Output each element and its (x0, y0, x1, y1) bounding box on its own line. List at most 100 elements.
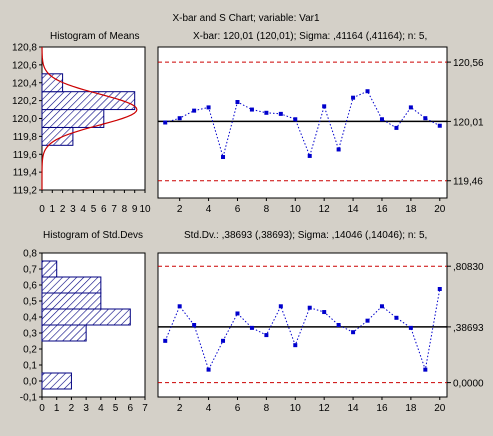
hist-means-x-tick-label: 0 (39, 204, 45, 215)
xbar-chart-point (163, 120, 168, 125)
xbar-chart-point (264, 110, 269, 115)
hist-means-y-tick-label: 120,2 (12, 96, 37, 107)
xbar-chart-lcl-label: 119,46 (453, 177, 483, 188)
s-chart-plot-area (157, 252, 448, 398)
hist-stddevs-bar (41, 324, 87, 342)
s-chart-title: Std.Dv.: ,38693 (,38693); Sigma: ,14046 … (184, 230, 427, 241)
hist-stddevs-bar (41, 372, 72, 390)
xbar-chart-point (365, 89, 370, 94)
hist-stddevs-x-tick-label: 1 (54, 403, 60, 414)
xbar-chart-series-line (165, 90, 441, 159)
s-chart-point (322, 310, 327, 315)
s-chart-x-tick-label: 12 (319, 403, 331, 414)
hist-stddevs-x-tick-label: 0 (39, 403, 45, 414)
xbar-chart-point (221, 155, 226, 160)
xbar-chart-point (278, 111, 283, 116)
s-chart-x-tick-label: 20 (434, 403, 446, 414)
xbar-chart-point (235, 100, 240, 105)
xbar-chart-point (249, 107, 254, 112)
s-chart-point (206, 367, 211, 372)
xbar-chart-x-tick-label: 4 (206, 204, 212, 215)
hist-means-bar (41, 126, 74, 146)
s-chart-x-tick-label: 14 (348, 403, 360, 414)
s-chart-point (408, 325, 413, 330)
s-chart-point (437, 287, 442, 291)
s-chart-point (177, 304, 182, 309)
hist-means-y-tick-label: 119,8 (13, 132, 38, 143)
hist-means-bar (41, 109, 105, 128)
s-chart-point (163, 338, 168, 343)
hist-means-x-tick-label: 10 (139, 204, 151, 215)
hist-stddevs-bar (41, 292, 102, 310)
xbar-chart-point (423, 116, 428, 121)
hist-means-y-tick-label: 120,8 (12, 43, 37, 54)
s-chart-point (278, 304, 283, 309)
hist-means-x-tick-label: 4 (80, 204, 86, 215)
xbar-chart-point (408, 105, 413, 110)
s-chart-point (235, 311, 240, 316)
xbar-chart-point (177, 116, 182, 121)
xbar-chart-point (351, 95, 356, 100)
xbar-chart-point (206, 105, 211, 110)
s-chart-x-tick-label: 16 (376, 403, 388, 414)
xbar-chart-x-tick-label: 8 (264, 204, 270, 215)
hist-means-x-tick-label: 3 (70, 204, 76, 215)
hist-stddevs-y-tick-label: -0,1 (20, 393, 38, 404)
main-title: X-bar and S Chart; variable: Var1 (172, 13, 320, 24)
hist-means-y-tick-label: 119,2 (13, 186, 38, 197)
hist-means-panel: 119,2 119,4 119,6 119,8 120,0 120,2 120,4 120,6… (12, 43, 151, 216)
xbar-chart-x-tick-label: 6 (235, 204, 241, 215)
s-chart-series-line (164, 288, 441, 372)
hist-means-y-tick-label: 119,4 (13, 168, 38, 179)
xbar-chart-x-tick-label: 10 (290, 204, 302, 215)
hist-stddevs-title: Histogram of Std.Devs (43, 230, 143, 241)
xbar-chart-point (307, 153, 312, 158)
xbar-chart-point (336, 147, 341, 152)
s-chart-point (394, 315, 399, 320)
hist-means-x-tick-label: 2 (60, 204, 66, 215)
s-chart-point (249, 325, 254, 330)
xbar-chart-plot-area (157, 46, 448, 199)
xbar-chart-ucl-label: 120,56 (453, 58, 484, 69)
hist-means-normal-curve (41, 46, 138, 191)
hist-stddevs-y-tick-label: 0,4 (23, 313, 37, 324)
hist-stddevs-x-tick-label: 5 (113, 403, 119, 414)
hist-stddevs-x-tick-label: 7 (142, 403, 148, 414)
hist-stddevs-y-tick-label: 0,3 (23, 329, 37, 340)
hist-stddevs-x-tick-label: 2 (69, 403, 75, 414)
s-chart-point (307, 305, 312, 310)
hist-stddevs-y-tick-label: 0,6 (23, 281, 37, 292)
hist-means-x-tick-label: 7 (111, 204, 117, 215)
s-chart-x-tick-label: 2 (177, 403, 183, 414)
xbar-chart-point (293, 117, 298, 122)
xbar-chart-point (192, 108, 197, 113)
s-chart-x-tick-label: 4 (206, 403, 212, 414)
s-chart-point (336, 323, 341, 327)
xbar-chart-x-tick-label: 12 (319, 204, 331, 215)
hist-means-x-tick-label: 6 (101, 204, 107, 215)
s-chart-x-tick-label: 8 (264, 403, 270, 414)
xbar-chart-point (379, 117, 384, 122)
xbar-chart-panel: 120,56 120,01 119,46 2 4 6 8 10 12 14 16 18 20 (157, 46, 484, 215)
s-chart-point (293, 343, 298, 348)
s-chart-x-tick-label: 10 (290, 403, 302, 414)
hist-means-x-tick-label: 9 (132, 204, 138, 215)
s-chart-point (351, 330, 356, 335)
s-chart-center-label: ,38693 (453, 323, 484, 334)
hist-stddevs-y-tick-label: 0,8 (23, 249, 37, 260)
hist-means-title: Histogram of Means (50, 31, 139, 42)
hist-stddevs-x-tick-label: 4 (98, 403, 104, 414)
xbar-chart-x-tick-label: 16 (376, 204, 388, 215)
hist-stddevs-y-tick-label: 0,2 (23, 345, 37, 356)
hist-means-y-tick-label: 120,0 (12, 114, 37, 125)
hist-stddevs-y-tick-label: 0,0 (23, 377, 37, 388)
hist-means-y-tick-label: 119,6 (13, 150, 38, 161)
xbar-chart-x-tick-label: 20 (434, 204, 446, 215)
xbar-chart-title: X-bar: 120,01 (120,01); Sigma: ,41164 (,… (193, 31, 427, 42)
hist-means-x-tick-label: 1 (50, 204, 56, 215)
hist-means-x-tick-label: 8 (122, 204, 128, 215)
s-chart-point (264, 333, 269, 338)
xbar-chart-point (437, 123, 442, 128)
s-chart-point (221, 338, 226, 343)
